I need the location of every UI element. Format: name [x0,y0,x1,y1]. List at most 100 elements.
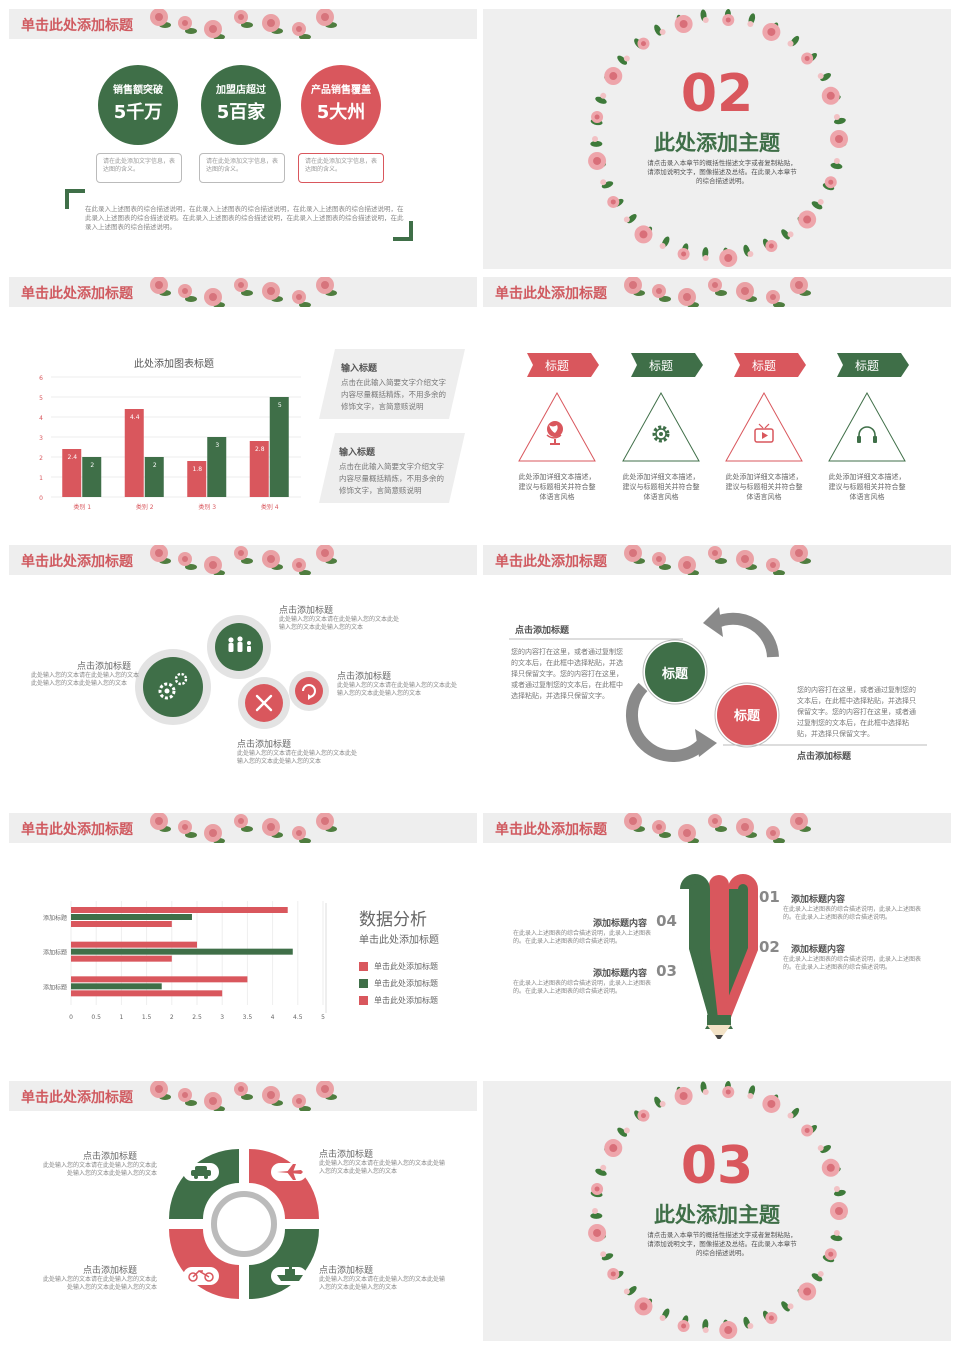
stat-bubble-2: 加盟店超过 5百家 [201,65,281,145]
rose-center [209,561,217,569]
label-text: 此处输入您的文本请在此处输入您的文本此处输入您的文本此处输入您的文本 [279,616,400,631]
rose-center [795,281,803,289]
bar-value-label: 2.4 [67,454,77,461]
rose-center [629,281,637,289]
rose-garland-decoration [150,277,337,307]
rose-center [155,817,163,825]
slide-header: 单击此处添加标题 [483,277,951,307]
item-number: 03 [656,962,677,980]
bud [702,16,709,23]
bud [623,1288,630,1295]
label-bottom-left: 点击添加标题 此处输入您的文本请在此处输入您的文本此处输入您的文本此处输入您的文… [39,1263,157,1292]
rose-center [155,281,163,289]
slide-title: 单击此处添加标题 [21,1090,133,1106]
legend-item: 单击此处添加标题 [359,995,469,1006]
stat-value: 5大州 [316,102,366,123]
slide-title: 单击此处添加标题 [495,286,607,302]
rose-center [639,1302,648,1311]
bud [747,1322,754,1329]
leaf [715,290,727,296]
rose-center [835,135,843,143]
triangle-graphics [518,353,909,462]
rose-center [296,1098,302,1104]
bud [702,255,709,262]
stat-value: 5千万 [113,102,163,123]
rose-center [656,824,662,830]
rose-center [209,829,217,837]
x-tick-label: 1 [119,1014,123,1021]
bud [600,1251,607,1258]
rose-center [267,19,275,27]
rose-center [712,550,718,556]
divider-line [325,903,327,1013]
rose-center [209,293,217,301]
rose-center [321,549,329,557]
rose-center [610,1271,616,1277]
y-tick-label: 3 [39,435,43,442]
slide-four-items: 单击此处添加标题 [483,277,951,537]
label-text: 此处输入您的文本请在此处输入您的文本此处输入您的文本此处输入您的文本 [31,672,140,687]
rose-center [609,1144,618,1153]
leaf [241,826,253,832]
info-title: 输入标题 [341,364,378,374]
rose-center [770,562,776,568]
corner-bracket-decoration [65,189,413,241]
bar [71,941,197,948]
leaf [617,1127,628,1137]
x-tick-label: 3.5 [243,1014,253,1021]
label-text: 此处输入您的文本请在此处输入您的文本此处输入您的文本此处输入您的文本 [237,750,358,765]
leaf [781,1301,790,1312]
leaf [659,296,671,302]
bud [702,1088,709,1095]
chart-title: 此处添加图表标题 [134,359,214,370]
bud [623,55,630,62]
leaf [617,55,628,65]
rose-center [321,13,329,21]
label-top: 点击添加标题 此处输入您的文本请在此处输入您的文本此处输入您的文本此处输入您的文… [279,603,399,632]
rose-center [826,91,835,100]
bud [659,1315,666,1322]
bud [747,250,754,257]
label-bottom: 点击添加标题 此处输入您的文本请在此处输入您的文本此处输入您的文本此处输入您的文… [237,737,357,766]
rose-center [768,243,774,249]
rose-center [182,556,188,562]
rose-center [741,555,749,563]
rose-center [594,1186,600,1192]
leaf [820,72,831,82]
x-tick-label: 2.5 [192,1014,202,1021]
rose-center [267,823,275,831]
label-title: 点击添加标题 [337,672,392,682]
slide-stats: 单击此处添加标题 销售额突破 5千万 加盟店超过 5百家 产品销售覆盖 5大州 … [9,9,477,269]
bud [592,136,598,142]
rose-center [267,1091,275,1099]
leaf [811,201,823,210]
rose-garland-decoration [150,545,337,575]
rose-center [182,288,188,294]
slide-header: 单击此处添加标题 [9,545,477,575]
bud [833,157,840,164]
stat-desc-3: 请在此处添加文字信息，表达图的含义。 [298,153,384,183]
legend-item: 单击此处添加标题 [359,978,469,989]
leaf [820,1144,831,1154]
x-tick-label: 3 [220,1014,224,1021]
legend-label: 单击此处添加标题 [374,996,438,1005]
section-desc: 请点击录入本章节的概括性描述文字或者复制粘贴，请添加说明文字，图像描述及总结。在… [647,159,797,185]
rose-center [683,829,691,837]
bud [787,1303,794,1310]
bud [600,92,607,99]
bar [207,437,227,497]
bar [144,457,164,497]
rose-center [712,282,718,288]
tv-icon [754,423,774,443]
item-text-1: 此处添加详细文本描述，建议与标题相关并符合整体语言风格 [518,473,596,501]
rose-center [795,549,803,557]
slide-header: 单击此处添加标题 [9,1081,477,1111]
cycle-circle-1-label: 标题 [661,667,688,682]
label-left: 点击添加标题 此处输入您的文本请在此处输入您的文本此处输入您的文本此处输入您的文… [31,659,139,688]
bar [71,914,192,920]
label-title: 点击添加标题 [319,1150,374,1160]
bar [71,907,288,913]
section-desc: 请点击录入本章节的概括性描述文字或者复制粘贴，请添加说明文字，图像描述及总结。在… [647,1231,797,1257]
bud [787,1112,794,1119]
item-title: 添加标题内容 [593,919,648,929]
